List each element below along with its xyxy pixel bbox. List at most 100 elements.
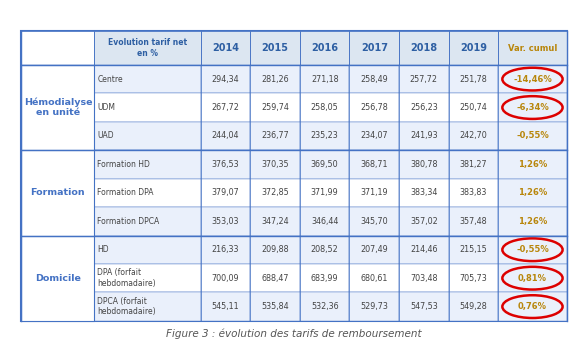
Text: 535,84: 535,84 (261, 302, 289, 311)
Bar (95, 236, 201, 264)
Bar (95, 178, 201, 207)
Text: Formation DPCA: Formation DPCA (98, 217, 160, 226)
Text: 1,26%: 1,26% (518, 217, 547, 226)
Bar (449, 65, 498, 93)
Bar (250, 236, 300, 264)
Text: 258,05: 258,05 (311, 103, 339, 112)
Text: 353,03: 353,03 (212, 217, 239, 226)
Bar (349, 292, 399, 321)
Text: 214,46: 214,46 (410, 245, 437, 254)
Text: 369,50: 369,50 (311, 160, 339, 169)
Text: 271,18: 271,18 (311, 75, 339, 84)
Text: 700,09: 700,09 (212, 274, 239, 283)
Bar (399, 150, 449, 178)
Bar (95, 93, 201, 122)
Text: 680,61: 680,61 (360, 274, 388, 283)
Text: Hémodialyse
en unité: Hémodialyse en unité (24, 98, 92, 118)
Bar (498, 178, 567, 207)
Text: 267,72: 267,72 (212, 103, 239, 112)
Bar (300, 292, 349, 321)
Bar (399, 93, 449, 122)
Bar (250, 150, 300, 178)
Text: 380,78: 380,78 (410, 160, 437, 169)
Bar (201, 65, 250, 93)
Bar (449, 93, 498, 122)
Bar (399, 236, 449, 264)
Bar (498, 31, 567, 65)
Text: -0,55%: -0,55% (516, 245, 549, 254)
Text: 383,34: 383,34 (410, 188, 437, 197)
Text: 532,36: 532,36 (311, 302, 339, 311)
Text: -0,55%: -0,55% (516, 132, 549, 140)
Bar (201, 150, 250, 178)
Bar (201, 31, 250, 65)
Bar (250, 31, 300, 65)
Bar (95, 292, 201, 321)
Text: 208,52: 208,52 (311, 245, 339, 254)
Bar (349, 93, 399, 122)
Bar (449, 236, 498, 264)
Bar (498, 292, 567, 321)
Text: 381,27: 381,27 (460, 160, 487, 169)
Text: 705,73: 705,73 (460, 274, 487, 283)
Text: 259,74: 259,74 (261, 103, 289, 112)
Bar (498, 236, 567, 264)
Bar (399, 264, 449, 292)
Bar (399, 65, 449, 93)
Bar (449, 150, 498, 178)
Text: 346,44: 346,44 (311, 217, 338, 226)
Bar (498, 93, 567, 122)
Text: 294,34: 294,34 (212, 75, 239, 84)
Text: 281,26: 281,26 (261, 75, 289, 84)
Bar (498, 150, 567, 178)
Text: Centre: Centre (98, 75, 123, 84)
Text: Figure 3 : évolution des tarifs de remboursement: Figure 3 : évolution des tarifs de rembo… (166, 329, 422, 339)
Text: 215,15: 215,15 (460, 245, 487, 254)
Bar (95, 31, 201, 65)
Text: Formation HD: Formation HD (98, 160, 151, 169)
Bar (201, 292, 250, 321)
Text: UAD: UAD (98, 132, 114, 140)
Text: 235,23: 235,23 (311, 132, 339, 140)
Bar (300, 65, 349, 93)
Bar (449, 178, 498, 207)
Text: -14,46%: -14,46% (513, 75, 552, 84)
Text: 379,07: 379,07 (212, 188, 239, 197)
Text: 529,73: 529,73 (360, 302, 388, 311)
Text: 345,70: 345,70 (360, 217, 388, 226)
Bar (399, 178, 449, 207)
Bar (399, 207, 449, 236)
Text: 371,99: 371,99 (311, 188, 339, 197)
Text: 683,99: 683,99 (311, 274, 339, 283)
Text: Domicile: Domicile (35, 274, 81, 283)
Bar (349, 207, 399, 236)
Bar (300, 93, 349, 122)
Text: Formation DPA: Formation DPA (98, 188, 154, 197)
Bar (21, 65, 95, 93)
Bar (300, 178, 349, 207)
Text: 209,88: 209,88 (261, 245, 289, 254)
Bar (349, 178, 399, 207)
Text: Formation: Formation (31, 188, 85, 197)
Bar (498, 264, 567, 292)
Bar (21, 122, 95, 150)
Text: DPA (forfait
hebdomadaire): DPA (forfait hebdomadaire) (98, 268, 156, 288)
Bar (250, 122, 300, 150)
Bar (498, 207, 567, 236)
Bar (21, 178, 95, 207)
Bar (95, 122, 201, 150)
Bar (250, 207, 300, 236)
Bar (21, 65, 95, 150)
Text: 703,48: 703,48 (410, 274, 437, 283)
Text: 370,35: 370,35 (261, 160, 289, 169)
Bar (349, 31, 399, 65)
Text: 549,28: 549,28 (460, 302, 487, 311)
Bar (201, 122, 250, 150)
Bar (201, 93, 250, 122)
Bar (498, 65, 567, 93)
Text: 2015: 2015 (262, 43, 289, 53)
Bar (21, 292, 95, 321)
Text: 372,85: 372,85 (261, 188, 289, 197)
Text: 547,53: 547,53 (410, 302, 437, 311)
Bar (201, 178, 250, 207)
